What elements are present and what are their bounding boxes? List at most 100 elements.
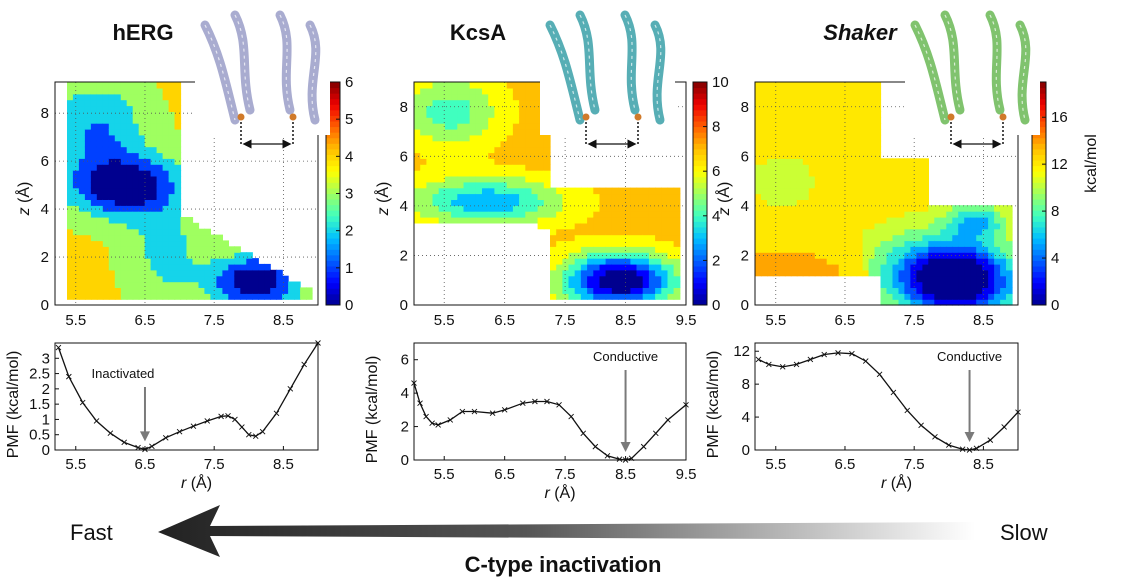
heatmap-cell <box>772 234 780 242</box>
heatmap-cell <box>784 152 792 159</box>
heatmap-cell <box>102 234 110 242</box>
contour-y-label-unit: (Å) <box>714 182 733 208</box>
residue-marker <box>634 113 642 121</box>
heatmap-cell <box>488 87 495 95</box>
heatmap-cell <box>108 164 116 171</box>
heatmap-cell <box>469 146 477 154</box>
heatmap-cell <box>525 170 533 177</box>
heatmap-cell <box>844 217 852 224</box>
heatmap-cell <box>432 217 440 224</box>
heatmap-cell <box>874 146 882 154</box>
heatmap-cell <box>796 158 804 165</box>
heatmap-cell <box>180 293 188 300</box>
heatmap-cell <box>618 217 625 224</box>
heatmap-cell <box>525 193 533 200</box>
heatmap-cell <box>420 82 427 89</box>
heatmap-cell <box>880 240 888 247</box>
heatmap-cell <box>1000 281 1007 288</box>
heatmap-cell <box>420 134 427 142</box>
heatmap-cell <box>102 263 110 271</box>
heatmap-cell <box>892 287 900 294</box>
heatmap-cell <box>636 281 644 288</box>
pmf-y-tick: 4 <box>401 385 409 402</box>
heatmap-cell <box>531 181 539 189</box>
heatmap-cell <box>84 82 92 89</box>
heatmap-cell <box>916 263 923 271</box>
pmf-annotation: Inactivated <box>92 366 155 381</box>
heatmap-cell <box>826 187 834 195</box>
heatmap-cell <box>940 205 947 212</box>
heatmap-cell <box>958 240 965 247</box>
heatmap-cell <box>648 222 656 230</box>
heatmap-cell <box>593 281 601 288</box>
heatmap-cell <box>306 287 313 294</box>
heatmap-cell <box>1000 293 1007 300</box>
heatmap-cell <box>72 93 80 101</box>
heatmap-cell <box>482 187 489 195</box>
heatmap-cell <box>475 199 483 206</box>
heatmap-cell <box>593 199 601 206</box>
heatmap-cell <box>790 240 798 247</box>
heatmap-cell <box>636 187 644 195</box>
heatmap-cell <box>102 99 110 107</box>
heatmap-cell <box>537 217 545 224</box>
heatmap-cell <box>761 205 768 212</box>
heatmap-cell <box>934 287 941 294</box>
heatmap-cell <box>84 87 92 95</box>
heatmap-cell <box>90 217 98 224</box>
heatmap-cell <box>519 123 526 130</box>
heatmap-cell <box>96 275 104 283</box>
heatmap-cell <box>814 205 822 212</box>
heatmap-cell <box>168 146 176 154</box>
heatmap-cell <box>862 217 870 224</box>
heatmap-cell <box>964 287 971 294</box>
heatmap-cell <box>144 275 152 283</box>
heatmap-cell <box>451 175 458 183</box>
heatmap-cell <box>120 128 128 136</box>
heatmap-cell <box>790 187 798 195</box>
heatmap-cell <box>438 140 446 148</box>
heatmap-cell <box>611 287 619 294</box>
heatmap-cell <box>838 228 846 236</box>
heatmap-cell <box>624 234 631 242</box>
heatmap-cell <box>156 82 164 89</box>
heatmap-cell <box>642 281 650 288</box>
heatmap-cell <box>96 99 104 107</box>
heatmap-cell <box>562 222 570 230</box>
heatmap-cell <box>482 152 489 159</box>
heatmap-cell <box>910 293 917 300</box>
heatmap-cell <box>144 199 152 206</box>
heatmap-cell <box>761 240 768 247</box>
heatmap-cell <box>755 199 762 206</box>
colorbar-segment <box>693 299 707 306</box>
heatmap-cell <box>114 93 122 101</box>
heatmap-cell <box>525 205 533 212</box>
contour-x-tick: 5.5 <box>65 312 86 329</box>
heatmap-cell <box>84 158 92 165</box>
heatmap-cell <box>114 123 122 130</box>
heatmap-cell <box>438 134 446 142</box>
heatmap-cell <box>114 87 122 95</box>
heatmap-cell <box>494 99 502 107</box>
heatmap-cell <box>593 205 601 212</box>
heatmap-cell <box>574 205 582 212</box>
heatmap-cell <box>475 123 483 130</box>
colorbar-segment <box>693 98 707 105</box>
heatmap-cell <box>952 240 959 247</box>
heatmap-cell <box>96 87 104 95</box>
heatmap-cell <box>790 140 798 148</box>
contour-y-tick: 8 <box>400 99 408 116</box>
heatmap-cell <box>126 123 134 130</box>
heatmap-cell <box>605 228 613 236</box>
heatmap-cell <box>898 240 906 247</box>
heatmap-cell <box>856 246 864 253</box>
heatmap-cell <box>90 252 98 259</box>
heatmap-cell <box>108 217 116 224</box>
heatmap-cell <box>144 164 152 171</box>
heatmap-cell <box>898 263 906 271</box>
heatmap-cell <box>482 105 489 112</box>
pmf-y-tick: 0 <box>42 442 50 459</box>
heatmap-cell <box>868 269 876 277</box>
heatmap-cell <box>420 175 427 183</box>
